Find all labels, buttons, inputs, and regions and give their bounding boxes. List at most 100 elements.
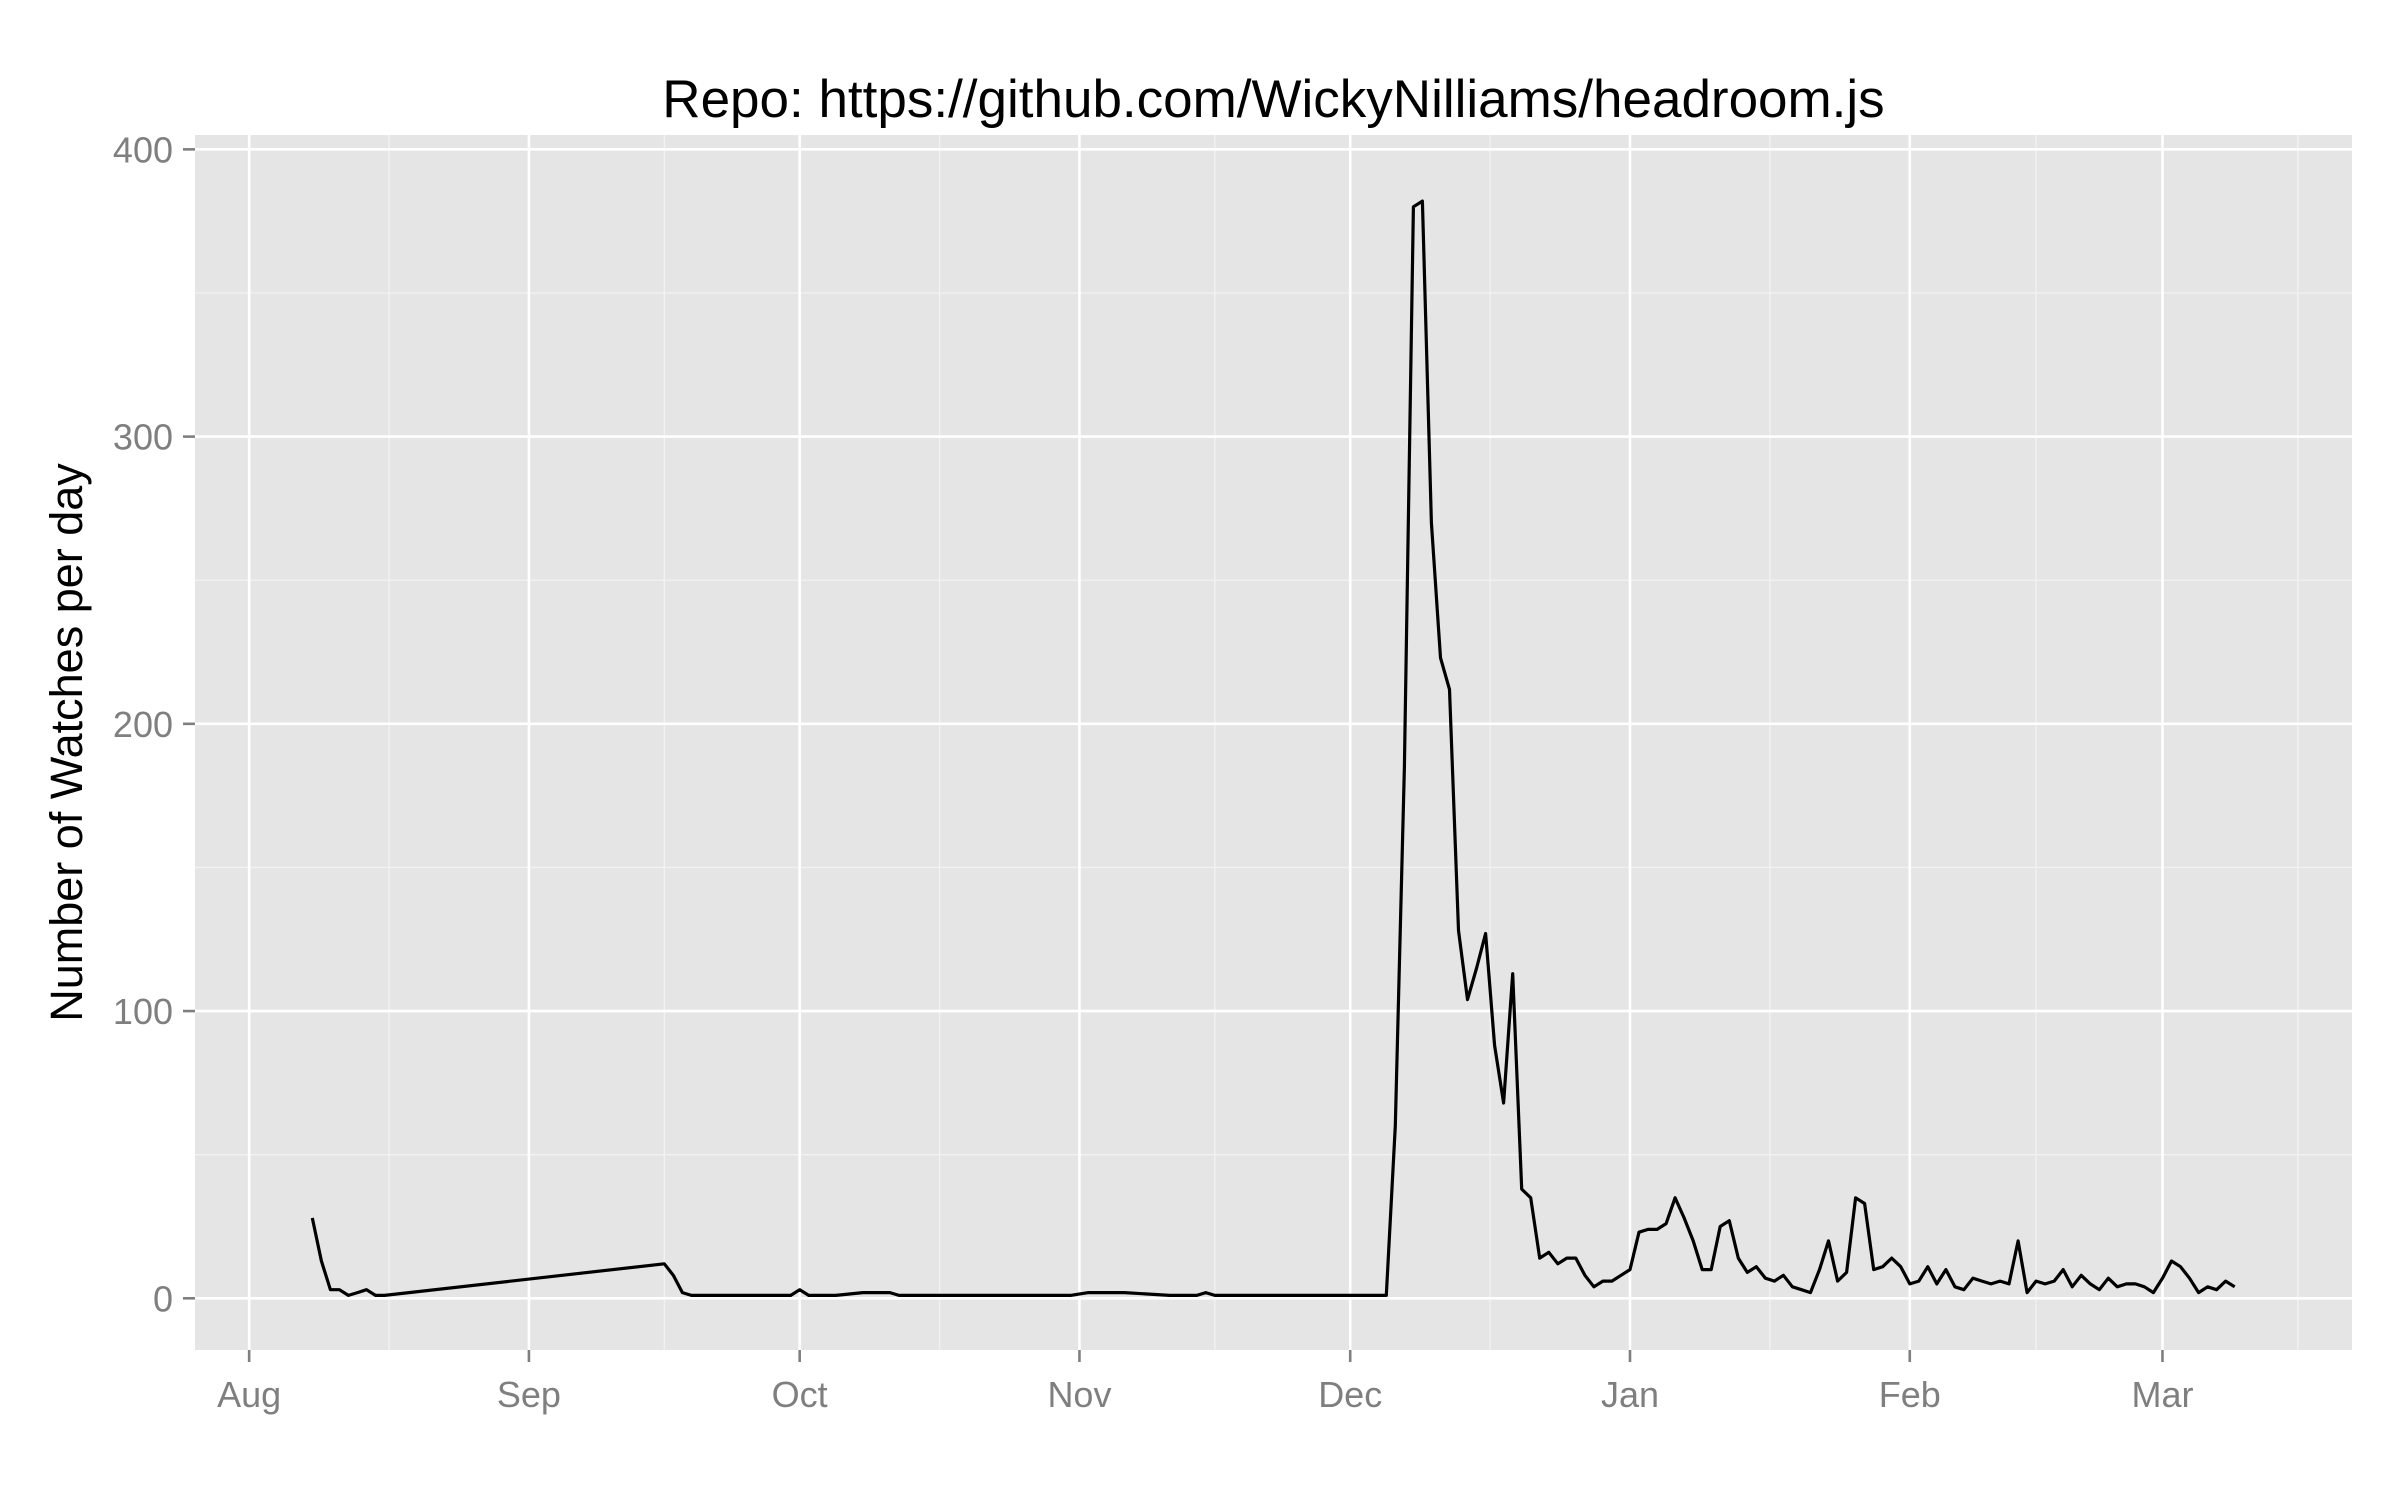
data-point (1637, 1230, 1641, 1234)
data-point (1754, 1265, 1758, 1269)
data-point (2025, 1291, 2029, 1295)
data-point (1429, 521, 1433, 525)
data-point (680, 1291, 684, 1295)
data-point (2161, 1276, 2165, 1280)
data-point (798, 1288, 802, 1292)
y-tick-label: 300 (113, 417, 173, 458)
y-tick-label: 0 (153, 1278, 173, 1319)
data-point (1068, 1293, 1072, 1297)
y-tick-label: 100 (113, 991, 173, 1032)
data-point (2179, 1265, 2183, 1269)
data-point (1700, 1268, 1704, 1272)
data-point (1574, 1256, 1578, 1260)
data-point (897, 1293, 901, 1297)
data-point (1556, 1262, 1560, 1266)
data-point (2115, 1285, 2119, 1289)
data-point (337, 1288, 341, 1292)
data-point (1664, 1222, 1668, 1226)
data-point (1926, 1265, 1930, 1269)
data-point (1709, 1268, 1713, 1272)
data-point (1439, 656, 1443, 660)
data-point (356, 1291, 360, 1295)
data-point (1953, 1285, 1957, 1289)
y-tick-label: 400 (113, 129, 173, 170)
data-point (1863, 1202, 1867, 1206)
data-point (1818, 1268, 1822, 1272)
data-point (1402, 765, 1406, 769)
data-point (2206, 1285, 2210, 1289)
y-tick-label: 200 (113, 704, 173, 745)
data-point (671, 1273, 675, 1277)
data-point (1944, 1268, 1948, 1272)
data-point (1529, 1196, 1533, 1200)
x-tick-label: Dec (1318, 1374, 1382, 1415)
x-tick-label: Oct (772, 1374, 828, 1415)
data-point (1809, 1291, 1813, 1295)
data-point (1845, 1270, 1849, 1274)
data-point (2007, 1282, 2011, 1286)
series-layer (310, 199, 2236, 1297)
y-axis-label: Number of Watches per day (41, 463, 92, 1022)
data-point (1610, 1279, 1614, 1283)
data-point (1800, 1288, 1804, 1292)
data-point (2079, 1273, 2083, 1277)
chart-title: Repo: https://github.com/WickyNilliams/h… (662, 70, 1884, 129)
data-point (1213, 1293, 1217, 1297)
data-point (789, 1293, 793, 1297)
data-point (1547, 1250, 1551, 1254)
data-point (1393, 1124, 1397, 1128)
data-point (1781, 1273, 1785, 1277)
plot-panel (195, 135, 2352, 1350)
data-point (2233, 1285, 2237, 1289)
data-point (1123, 1291, 1127, 1295)
data-point (365, 1288, 369, 1292)
data-point (2070, 1285, 2074, 1289)
data-point (1484, 932, 1488, 936)
data-point (346, 1293, 350, 1297)
data-point (1619, 1273, 1623, 1277)
data-point (1989, 1282, 1993, 1286)
data-point (1899, 1265, 1903, 1269)
data-point (310, 1216, 314, 1220)
data-point (1411, 205, 1415, 209)
data-point (1348, 1293, 1352, 1297)
data-point (2188, 1276, 2192, 1280)
data-point (1980, 1279, 1984, 1283)
x-tick-label: Sep (497, 1374, 561, 1415)
data-point (1520, 1187, 1524, 1191)
data-point (861, 1291, 865, 1295)
data-point (328, 1288, 332, 1292)
x-tick-label: Aug (217, 1374, 281, 1415)
data-point (1538, 1256, 1542, 1260)
data-point (807, 1293, 811, 1297)
data-point (1087, 1291, 1091, 1295)
data-point (374, 1293, 378, 1297)
data-point (1971, 1276, 1975, 1280)
data-point (1763, 1276, 1767, 1280)
data-point (1736, 1256, 1740, 1260)
data-point (319, 1259, 323, 1263)
data-point (698, 1293, 702, 1297)
data-point (1457, 929, 1461, 933)
data-point (1962, 1288, 1966, 1292)
data-point (2043, 1282, 2047, 1286)
data-point (1682, 1216, 1686, 1220)
major-gridlines (195, 135, 2352, 1350)
data-point (2215, 1288, 2219, 1292)
data-point (707, 1293, 711, 1297)
data-point (1872, 1268, 1876, 1272)
data-point (1466, 998, 1470, 1002)
data-point (1673, 1196, 1677, 1200)
data-point (2197, 1291, 2201, 1295)
data-point (1908, 1282, 1912, 1286)
data-point (1718, 1225, 1722, 1229)
x-tick-label: Mar (2131, 1374, 2193, 1415)
data-point (1881, 1265, 1885, 1269)
data-point (1204, 1291, 1208, 1295)
y-axis: 0 100 200 300 400 (113, 129, 195, 1319)
data-point (1420, 199, 1424, 203)
data-point (2097, 1288, 2101, 1292)
data-point (1935, 1282, 1939, 1286)
data-point (2133, 1282, 2137, 1286)
